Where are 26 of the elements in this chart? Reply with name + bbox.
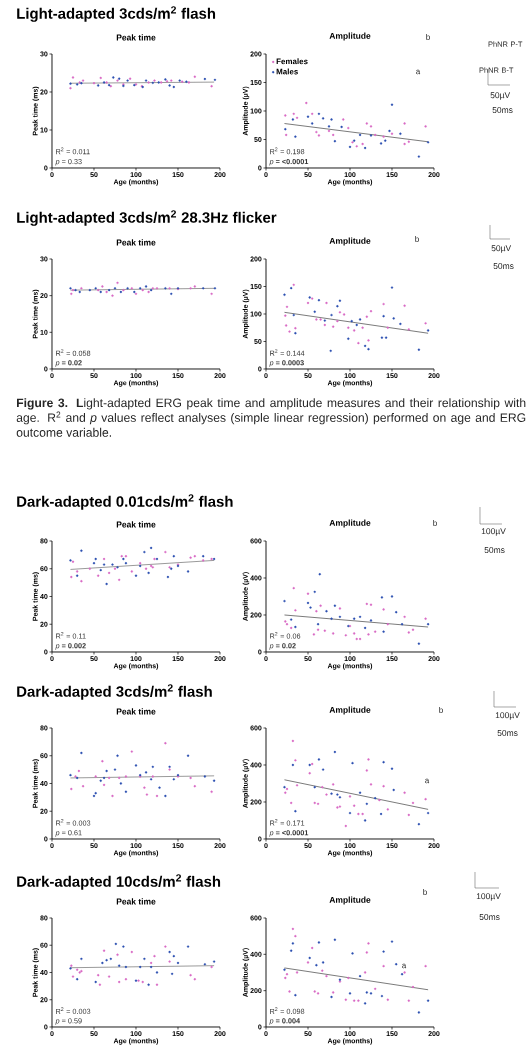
chart-subtitle: Dark-adapted 3cds/m$^{2}$ flash bbox=[17, 684, 212, 700]
chart-subtitle: Dark-adapted 10cds/m$^{2}$ flash bbox=[17, 874, 221, 890]
chart-subtitle: Light-adapted 3cds/m$^{2}$ flash bbox=[17, 6, 216, 22]
chart-title: Amplitude bbox=[329, 32, 371, 41]
text: 100µV bbox=[476, 893, 501, 901]
chart-title: Peak time bbox=[116, 708, 156, 715]
chart-subtitle: Light-adapted 3cds/m$^{2}$ 28.3Hz flicker bbox=[17, 210, 277, 226]
text: 50ms bbox=[479, 914, 500, 920]
text: 50ms bbox=[497, 730, 518, 736]
text: 50µV bbox=[491, 245, 512, 253]
chart-title: Amplitude bbox=[329, 237, 371, 246]
chart-title: Amplitude bbox=[329, 706, 371, 715]
chart-title: Peak time bbox=[116, 898, 156, 905]
text: 50ms bbox=[492, 107, 513, 113]
text: Figure 3. Light-adapted ERG peak time and amplitude measures and their relationship with age. R$^{2}$ and p values reflect analyses (simple linear regression) performed on age and ERG outcome variable. bbox=[16, 398, 526, 437]
text: 100µV bbox=[495, 712, 520, 720]
chart-title: Amplitude bbox=[329, 896, 371, 905]
text: 100µV bbox=[481, 528, 506, 536]
chart-subtitle: Dark-adapted 0.01cds/m$^{2}$ flash bbox=[17, 494, 233, 510]
chart-title: Peak time bbox=[116, 34, 156, 41]
chart-title: Peak time bbox=[116, 239, 156, 246]
text: 50µV bbox=[490, 92, 511, 100]
chart-title: Peak time bbox=[116, 521, 156, 528]
chart-title: Amplitude bbox=[329, 519, 371, 528]
text: 50ms bbox=[484, 547, 505, 553]
text: 50ms bbox=[493, 263, 514, 269]
